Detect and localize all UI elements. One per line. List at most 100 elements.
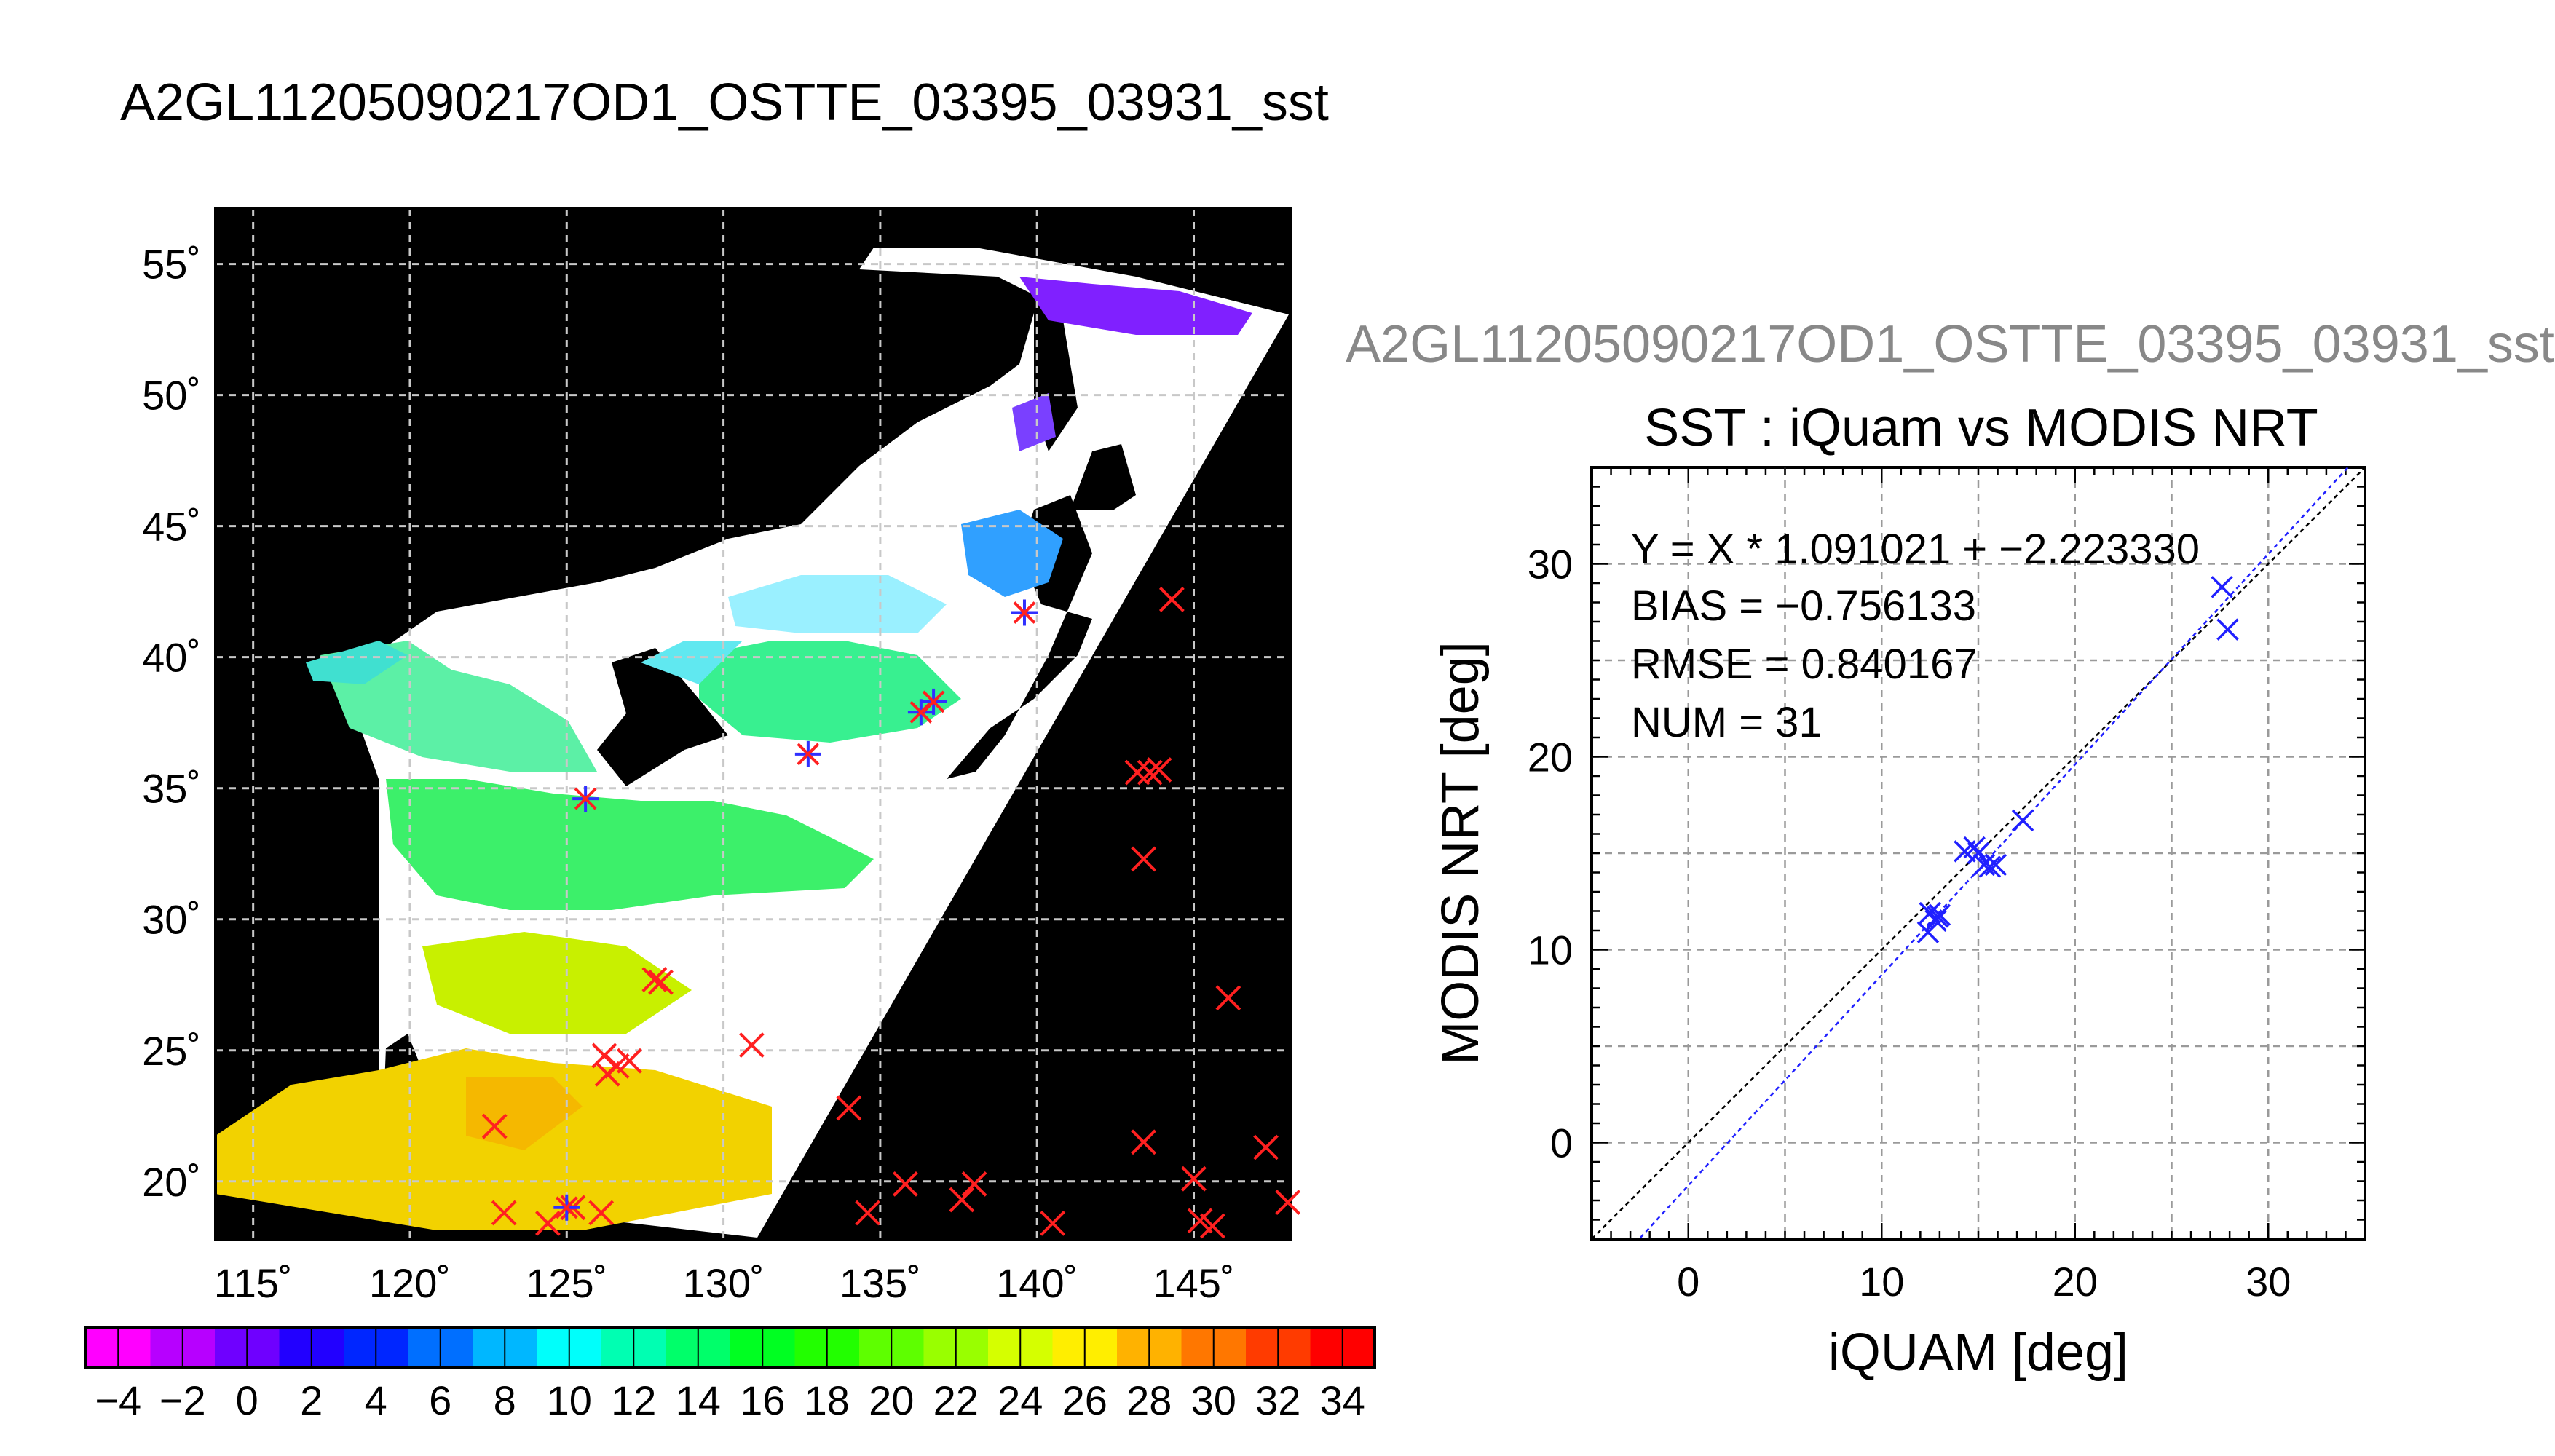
sst-cool-patch [641,641,743,684]
sst-bohai-cool [306,641,408,684]
iquam-marker [961,1171,987,1197]
colorbar-label: −4 [95,1377,141,1423]
colorbar-label: 28 [1126,1377,1172,1423]
scatter-point [1984,853,2007,877]
scatter-plot: SST : iQuam vs MODIS NRT 0 10 20 300102030 … [1431,399,2366,1382]
map-grid [216,209,1291,1239]
map-lon-ticks: 115˚ 120˚ 125˚ 130˚ 135˚ 140˚ 145˚ [214,1260,1235,1306]
scatter-ticks: 0 10 20 30 0 10 20 30 [1528,466,2366,1305]
map-lon-tick: 140˚ [996,1260,1078,1306]
sst-warm-patch [466,1077,583,1150]
iquam-marker [1275,1190,1301,1216]
scatter-point [2011,809,2034,832]
scatter-point [2216,618,2239,641]
iquam-marker [1181,1166,1207,1192]
colorbar-label: 10 [547,1377,592,1423]
iquam-marker [1131,846,1157,872]
scatter-title: SST : iQuam vs MODIS NRT [1644,399,2318,457]
colorbar-label: 32 [1255,1377,1300,1423]
colorbar-label: 12 [611,1377,656,1423]
scatter-point [1928,903,1951,927]
colorbar-label: 16 [740,1377,785,1423]
scatter-ytick-label: 20 [1528,735,1573,780]
matchup-marker [1011,599,1038,626]
matchup-marker [553,1194,580,1221]
iquam-marker [1146,757,1172,783]
scatter-points [1916,576,2239,943]
colorbar-label: 26 [1062,1377,1107,1423]
scatter-ytick-label: 0 [1550,1120,1573,1166]
colorbar-label: 4 [365,1377,387,1423]
colorbar-label: −2 [159,1377,206,1423]
scatter-point [1978,855,2002,878]
sst-map: 115˚ 120˚ 125˚ 130˚ 135˚ 140˚ 145˚ 55˚ 50˚ 45˚ 40… [142,207,1301,1306]
y-axis-label: MODIS NRT [deg] [1431,641,1490,1065]
rmse-stat: RMSE = 0.840167 [1631,641,1978,688]
iquam-marker [1137,759,1163,786]
colorbar-label: 18 [805,1377,850,1423]
map-lon-tick: 120˚ [369,1260,451,1306]
matchup-marker [920,688,947,715]
x-axis-label: iQUAM [deg] [1828,1324,2128,1382]
map-lon-tick: 145˚ [1153,1260,1234,1306]
map-lat-tick: 40˚ [142,635,201,681]
matchup-marker [794,740,821,767]
iquam-marker [588,1200,615,1226]
iquam-marker [1158,587,1185,612]
map-lat-tick: 20˚ [142,1159,201,1205]
iquam-marker [1215,985,1241,1011]
iquam-marker [1187,1208,1213,1234]
map-title: A2GL11205090217OD1_OSTTE_03395_03931_sst [120,74,1329,132]
scatter-ytick-label: 30 [1528,542,1573,587]
sst-bohai [320,641,597,772]
scatter-point [1967,842,1990,865]
fit-equation: Y = X * 1.091021 + −2.223330 [1631,526,2200,573]
sst-japan-sea [699,641,961,743]
map-lat-tick: 55˚ [142,242,201,288]
iquam-marker [535,1210,561,1236]
sst-colorbar: −4 −2 0 2 4 6 8 10 12 14 16 18 20 22 24 26 28 30 32 34 [84,1326,1376,1423]
scatter-xtick-label: 20 [2053,1259,2098,1305]
iquam-marker [892,1171,918,1197]
scatter-point [1916,921,1940,943]
sst-purple-patch [1012,393,1056,451]
map-lat-tick: 30˚ [142,897,201,943]
bias-stat: BIAS = −0.756133 [1631,582,1976,630]
map-lon-tick: 130˚ [683,1260,765,1306]
map-lat-tick: 45˚ [142,504,201,550]
colorbar-label: 0 [236,1377,258,1423]
iquam-marker [648,969,674,995]
iquam-marker [1199,1213,1225,1239]
scatter-xtick-label: 0 [1677,1259,1699,1305]
sst-yellowgreen [422,932,692,1034]
iquam-marker [1253,1134,1279,1160]
colorbar-label: 34 [1320,1377,1365,1423]
map-lon-tick: 115˚ [214,1260,293,1306]
colorbar-label: 22 [933,1377,979,1423]
sst-light-cyan [728,575,947,633]
map-markers [481,587,1301,1239]
sst-blue-patch [961,510,1063,597]
matchup-marker [572,786,599,812]
map-lon-tick: 125˚ [526,1260,607,1306]
iquam-marker [641,967,668,992]
japan-land [947,495,1092,779]
scatter-point [2211,576,2233,598]
colorbar-label: 30 [1191,1377,1236,1423]
colorbar-label: 14 [676,1377,721,1423]
iquam-marker [738,1032,765,1058]
colorbar-label: 8 [494,1377,516,1423]
map-frame [214,207,1292,1241]
iquam-marker [481,1113,508,1139]
scatter-header: A2GL11205090217OD1_OSTTE_03395_03931_sst [1346,315,2554,373]
map-lat-tick: 50˚ [142,373,201,419]
iquam-marker [594,1061,620,1087]
iquam-marker [836,1095,862,1121]
iquam-marker [491,1200,517,1226]
iquam-marker [616,1048,642,1074]
scatter-xtick-label: 30 [2246,1259,2291,1305]
map-lat-ticks: 55˚ 50˚ 45˚ 40˚ 35˚ 30˚ 25˚ 20˚ [142,242,201,1205]
colorbar-label: 24 [998,1377,1043,1423]
colorbar-frame [84,1326,1376,1369]
